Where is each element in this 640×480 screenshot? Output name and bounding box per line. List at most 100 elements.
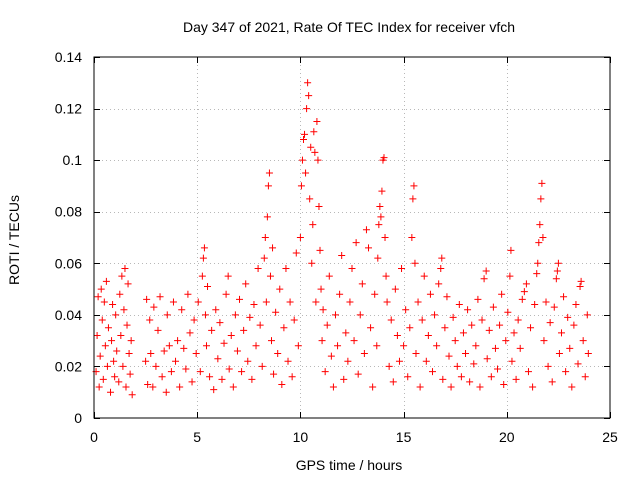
data-point	[438, 254, 446, 262]
data-point	[358, 280, 366, 288]
data-point	[260, 254, 268, 262]
data-point	[426, 290, 434, 298]
data-point	[340, 375, 348, 383]
data-point	[522, 280, 530, 288]
data-point	[268, 337, 276, 345]
plot-frame	[93, 56, 611, 419]
data-point	[424, 331, 432, 339]
data-point	[122, 383, 130, 391]
y-tick-label: 0.04	[55, 307, 82, 323]
y-tick-label: 0.1	[63, 152, 83, 168]
data-point	[422, 357, 430, 365]
data-point	[150, 303, 158, 311]
data-point	[311, 148, 319, 156]
x-axis-ticks: 0 5 10 15 20 25	[90, 57, 618, 445]
data-point	[111, 373, 119, 381]
data-point	[192, 350, 200, 358]
data-point	[146, 316, 154, 324]
data-point	[310, 128, 318, 136]
data-points	[92, 79, 592, 399]
data-point	[389, 378, 397, 386]
data-point	[250, 301, 258, 309]
data-point	[374, 254, 382, 262]
data-point	[309, 221, 317, 229]
data-point	[387, 316, 395, 324]
data-point	[119, 362, 127, 370]
data-point	[224, 272, 232, 280]
data-point	[169, 298, 177, 306]
data-point	[190, 316, 198, 324]
data-point	[280, 324, 288, 332]
data-point	[331, 311, 339, 319]
data-point	[218, 375, 226, 383]
data-point	[506, 272, 514, 280]
data-point	[204, 282, 212, 290]
data-point	[120, 306, 128, 314]
data-point	[555, 350, 563, 358]
data-point	[566, 344, 574, 352]
data-point	[482, 267, 490, 275]
data-point	[418, 316, 426, 324]
data-point	[312, 298, 320, 306]
data-point	[360, 350, 368, 358]
data-point	[208, 326, 216, 334]
data-point	[276, 285, 284, 293]
data-point	[210, 386, 218, 394]
data-point	[579, 337, 587, 345]
data-point	[350, 337, 358, 345]
data-point	[409, 195, 417, 203]
data-point	[542, 298, 550, 306]
data-point	[127, 337, 135, 345]
data-point	[411, 259, 419, 267]
data-point	[302, 169, 310, 177]
data-point	[125, 350, 133, 358]
data-point	[301, 130, 309, 138]
data-point	[472, 342, 480, 350]
data-point	[124, 280, 132, 288]
data-point	[262, 298, 270, 306]
data-point	[348, 264, 356, 272]
data-point	[167, 368, 175, 376]
data-point	[536, 221, 544, 229]
data-point	[402, 306, 410, 314]
data-point	[220, 339, 228, 347]
data-point	[564, 313, 572, 321]
data-point	[344, 357, 352, 365]
x-tick-label: 20	[499, 429, 515, 445]
data-point	[292, 249, 300, 257]
data-point	[540, 337, 548, 345]
data-point	[163, 311, 171, 319]
data-point	[123, 321, 131, 329]
y-axis-label: ROTI / TECUs	[6, 195, 22, 285]
data-point	[537, 195, 545, 203]
data-point	[346, 298, 354, 306]
data-point	[313, 117, 321, 125]
data-point	[383, 298, 391, 306]
data-point	[212, 306, 220, 314]
data-point	[441, 324, 449, 332]
data-point	[552, 275, 560, 283]
data-point	[382, 272, 390, 280]
data-point	[478, 316, 486, 324]
data-point	[534, 259, 542, 267]
data-point	[294, 342, 302, 350]
data-point	[244, 357, 252, 365]
data-point	[225, 365, 233, 373]
data-point	[576, 282, 584, 290]
data-point	[248, 375, 256, 383]
data-point	[338, 252, 346, 260]
y-tick-label: 0.06	[55, 255, 82, 271]
data-point	[352, 239, 360, 247]
data-point	[93, 331, 101, 339]
data-point	[342, 329, 350, 337]
data-point	[476, 383, 484, 391]
data-point	[371, 290, 379, 298]
y-tick-label: 0.14	[55, 49, 82, 65]
data-point	[510, 329, 518, 337]
data-point	[470, 360, 478, 368]
data-point	[455, 301, 463, 309]
data-point	[278, 380, 286, 388]
data-point	[199, 254, 207, 262]
data-point	[98, 316, 106, 324]
data-point	[165, 342, 173, 350]
